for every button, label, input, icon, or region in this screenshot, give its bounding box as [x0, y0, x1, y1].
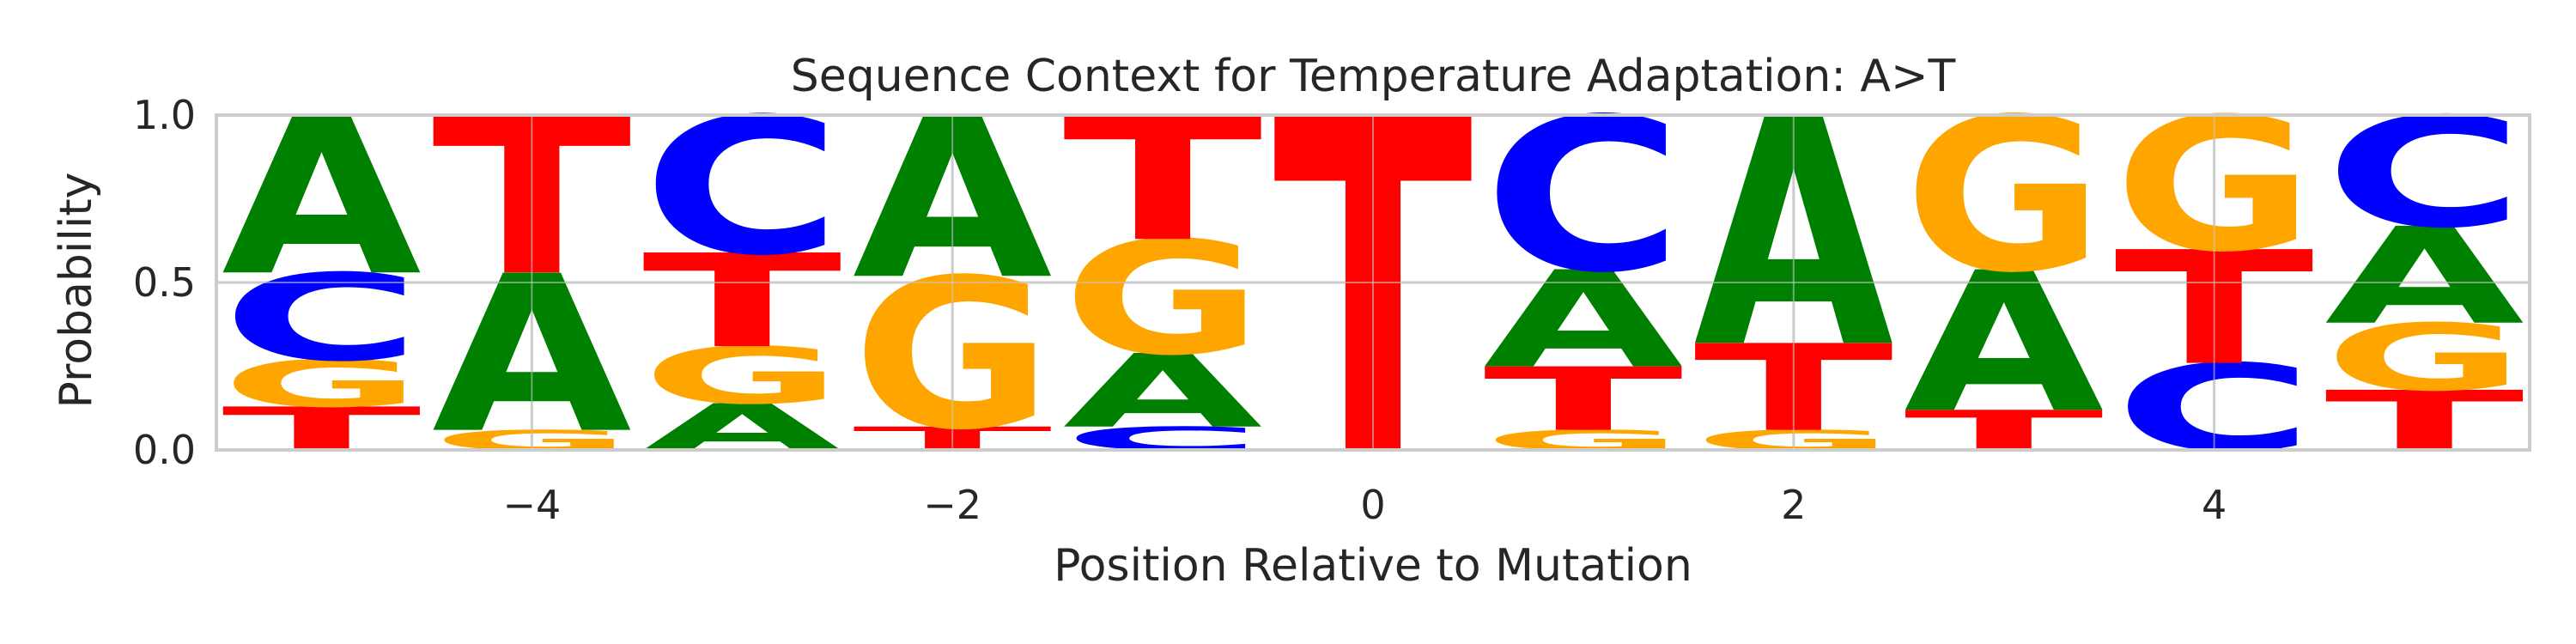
- logo-letter-A-pos-5: A: [2324, 200, 2524, 355]
- logo-letter-glyph: C: [2324, 86, 2524, 262]
- logo-letter-G-pos--3: G: [642, 331, 842, 422]
- logo-letter-T-pos--3: T: [642, 228, 843, 377]
- logo-letter-T-pos-1: T: [1484, 349, 1684, 451]
- logo-letter-glyph: A: [1063, 333, 1263, 451]
- logo-letter-glyph: T: [1484, 349, 1684, 451]
- logo-letter-glyph: C: [642, 78, 842, 297]
- x-tick-label-1: −2: [923, 482, 981, 528]
- x-tick-label-2: 0: [1360, 482, 1385, 528]
- logo-letter-glyph: A: [2324, 200, 2524, 355]
- y-axis-label: Probability: [51, 173, 102, 409]
- logo-letter-glyph: G: [222, 347, 422, 422]
- logo-letter-glyph: A: [1693, 54, 1895, 417]
- y-tick-label-1: 0.5: [133, 259, 196, 306]
- logo-letter-glyph: T: [642, 228, 843, 377]
- x-tick-label-3: 2: [1781, 482, 1806, 528]
- logo-letter-G-pos-5: G: [2324, 305, 2524, 412]
- logo-letter-glyph: G: [2324, 305, 2524, 412]
- logo-letter-C-pos-5: C: [2324, 86, 2524, 262]
- logo-letter-glyph: T: [2324, 374, 2524, 470]
- logo-letter-glyph: G: [642, 331, 842, 422]
- x-tick-label-0: −4: [502, 482, 561, 528]
- logo-letter-glyph: C: [222, 249, 422, 388]
- y-tick-label-0: 0.0: [133, 427, 196, 473]
- logo-letter-G-pos--5: G: [222, 347, 422, 422]
- logo-letter-C-pos--3: C: [642, 78, 842, 297]
- logo-letter-T-pos--5: T: [222, 395, 422, 465]
- logo-letter-glyph: A: [222, 73, 423, 324]
- logo-letter-glyph: A: [853, 71, 1054, 327]
- y-tick-label-2: 1.0: [133, 92, 196, 138]
- logo-letter-A-pos--2: A: [853, 71, 1054, 327]
- logo-letter-C-pos--5: C: [222, 249, 422, 388]
- ticks-layer: −4 −2 0 2 4 0.0 0.5 1.0: [133, 92, 2227, 528]
- logo-letter-glyph: G: [1063, 209, 1263, 390]
- logo-letter-A-pos-3: A: [1904, 231, 2105, 455]
- logo-letter-A-pos--1: A: [1063, 333, 1263, 451]
- logo-letter-A-pos-1: A: [1484, 243, 1684, 398]
- x-axis-label: Position Relative to Mutation: [1054, 540, 1692, 592]
- logo-letter-A-pos--5: A: [222, 73, 423, 324]
- logo-letter-G-pos--1: G: [1063, 209, 1263, 390]
- logo-letter-glyph: T: [1063, 82, 1264, 279]
- logo-letter-glyph: A: [1484, 243, 1684, 398]
- logo-letter-glyph: T: [1904, 398, 2104, 463]
- logo-letter-glyph: A: [642, 391, 842, 465]
- logo-letter-T-pos--1: T: [1063, 82, 1264, 279]
- logo-letter-T-pos-3: T: [1904, 398, 2104, 463]
- logo-letter-A-pos--3: A: [642, 391, 842, 465]
- logo-letter-glyph: A: [432, 230, 634, 481]
- logo-letter-glyph: A: [1904, 231, 2105, 455]
- logo-letter-A-pos-2: A: [1693, 54, 1895, 417]
- logo-letter-glyph: T: [222, 395, 422, 465]
- x-tick-label-4: 4: [2202, 482, 2227, 528]
- chart-title: Sequence Context for Temperature Adaptat…: [791, 51, 1956, 102]
- plot-frame: [215, 113, 2531, 452]
- logo-letter-T-pos-5: T: [2324, 374, 2524, 470]
- logo-letter-A-pos--4: A: [432, 230, 634, 481]
